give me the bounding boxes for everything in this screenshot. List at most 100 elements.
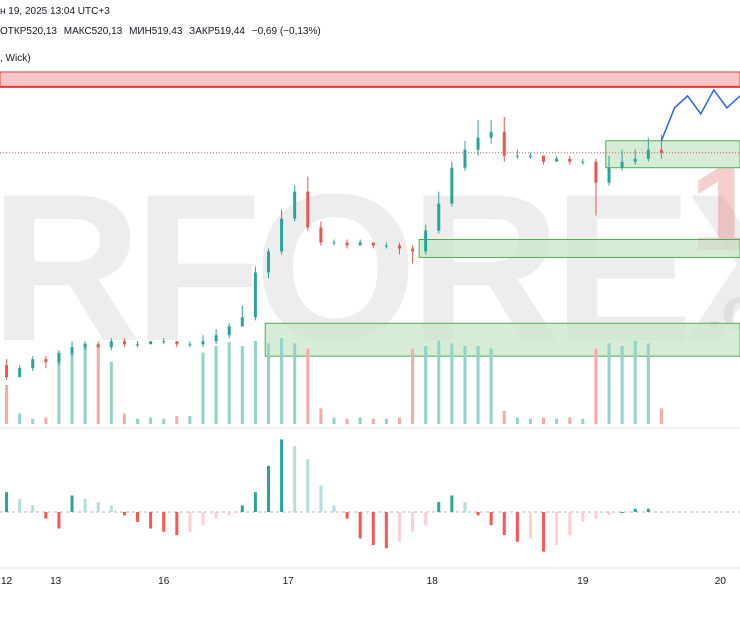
candle-body xyxy=(109,341,113,348)
candle-body xyxy=(358,242,362,246)
oscillator-bar xyxy=(489,512,493,526)
candle-body xyxy=(450,167,454,204)
candle-body xyxy=(266,251,270,273)
oscillator-bar xyxy=(162,512,166,532)
volume-bar xyxy=(266,343,270,424)
candle-body xyxy=(280,218,284,252)
oscillator-bar xyxy=(581,512,585,522)
oscillator-bar xyxy=(502,512,506,536)
candle-body xyxy=(424,230,428,252)
oscillator-bar xyxy=(411,512,415,532)
oscillator-bar xyxy=(332,505,336,512)
candle-body xyxy=(96,344,100,348)
volume-bar xyxy=(293,343,297,424)
volume-bar xyxy=(358,417,362,424)
volume-bar xyxy=(463,346,467,424)
oscillator-bar xyxy=(201,512,205,526)
forecast-layer xyxy=(660,88,740,142)
candle-body xyxy=(646,149,650,159)
volume-layer xyxy=(5,338,663,424)
volume-bar xyxy=(633,340,637,424)
candle-body xyxy=(384,245,388,247)
oscillator-bar xyxy=(96,502,100,512)
candle-body xyxy=(240,317,244,327)
volume-bar xyxy=(122,413,126,424)
volume-bar xyxy=(149,417,153,424)
candle-body xyxy=(253,272,257,318)
oscillator-bar xyxy=(463,502,467,512)
demand-zone xyxy=(605,140,740,169)
candle-body xyxy=(122,341,126,345)
ohlc-line: ОТКР520,13 МАКС520,13 МИН519,43 ЗАКР519,… xyxy=(0,26,325,37)
x-tick-label: 16 xyxy=(158,576,170,587)
oscillator-layer xyxy=(0,439,740,552)
candle-body xyxy=(227,326,231,336)
volume-bar xyxy=(384,418,388,424)
ohlc-close: ЗАКР519,44 xyxy=(189,26,245,37)
x-tick-label: 12 xyxy=(1,576,13,587)
oscillator-bar xyxy=(568,512,572,536)
volume-bar xyxy=(528,418,532,424)
oscillator-bar xyxy=(450,495,454,512)
volume-bar xyxy=(345,418,349,424)
volume-bar xyxy=(44,417,48,424)
volume-bar xyxy=(594,348,598,424)
oscillator-bar xyxy=(542,512,546,552)
candle-body xyxy=(502,131,506,156)
volume-bar xyxy=(397,417,401,424)
candle-body xyxy=(162,341,166,343)
candle-body xyxy=(528,155,532,157)
volume-bar xyxy=(31,418,35,424)
x-axis: 12 13 16 17 18 19 20 xyxy=(1,576,726,587)
candle-body xyxy=(633,158,637,162)
candle-body xyxy=(293,191,297,219)
oscillator-bar xyxy=(57,512,61,529)
candle-body xyxy=(201,341,205,345)
candle-body xyxy=(607,167,611,183)
oscillator-bar xyxy=(306,459,310,512)
candle-body xyxy=(214,335,218,342)
oscillator-bar xyxy=(620,512,624,513)
oscillator-bar xyxy=(44,512,48,519)
volume-bar xyxy=(96,346,100,424)
volume-bar xyxy=(607,343,611,424)
volume-bar xyxy=(450,343,454,424)
volume-bar xyxy=(280,338,284,424)
volume-bar xyxy=(437,340,441,424)
volume-bar xyxy=(253,340,257,424)
candle-body xyxy=(476,137,480,150)
volume-bar xyxy=(502,411,506,424)
volume-bar xyxy=(646,343,650,424)
volume-bar xyxy=(424,346,428,424)
volume-bar xyxy=(83,343,87,424)
volume-bar xyxy=(659,408,663,424)
oscillator-bar xyxy=(136,512,140,522)
oscillator-bar xyxy=(345,512,349,519)
candle-body xyxy=(594,161,598,183)
volume-bar xyxy=(555,418,559,424)
candle-body xyxy=(515,155,519,157)
volume-bar xyxy=(227,342,231,424)
candle-body xyxy=(319,227,323,243)
oscillator-bar xyxy=(253,492,257,512)
volume-bar xyxy=(332,417,336,424)
candle-body xyxy=(57,353,61,363)
x-tick-label: 19 xyxy=(577,576,589,587)
volume-bar xyxy=(18,413,22,424)
indicator-label: , Wick) xyxy=(0,53,31,64)
ohlc-open: ОТКР520,13 xyxy=(0,26,57,37)
candle-body xyxy=(555,158,559,162)
candle-body xyxy=(5,365,9,378)
oscillator-bar xyxy=(149,512,153,529)
oscillator-bar xyxy=(437,502,441,512)
x-tick-label: 17 xyxy=(283,576,295,587)
volume-bar xyxy=(476,346,480,424)
oscillator-bar xyxy=(18,498,22,512)
oscillator-bar xyxy=(266,465,270,512)
candle-body xyxy=(31,359,35,369)
oscillator-bar xyxy=(227,512,231,516)
ohlc-low: МИН519,43 xyxy=(129,26,183,37)
volume-bar xyxy=(136,418,140,424)
volume-bar xyxy=(5,385,9,424)
oscillator-bar xyxy=(358,512,362,539)
